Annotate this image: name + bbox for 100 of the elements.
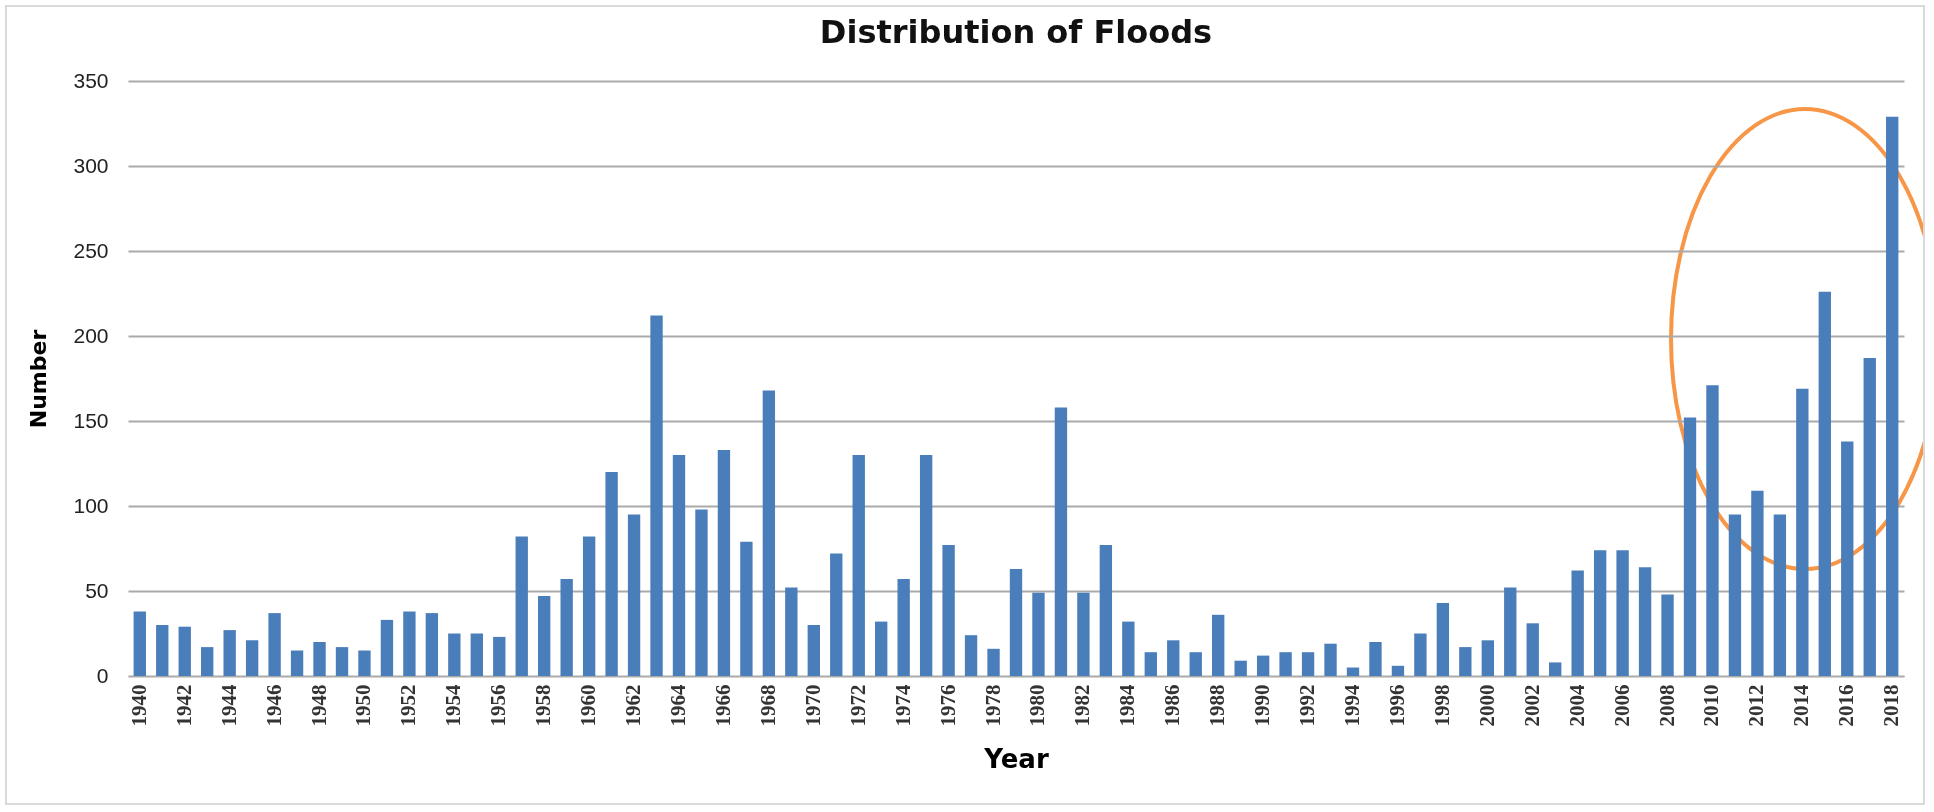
bar	[1728, 514, 1742, 676]
bar	[380, 619, 394, 676]
x-tick-label: 2010	[1699, 684, 1724, 727]
y-axis-title: Number	[26, 329, 52, 429]
bar	[1459, 647, 1472, 676]
bar	[1571, 570, 1584, 676]
x-tick-label: 1994	[1340, 684, 1364, 727]
bar	[1167, 640, 1180, 676]
x-tick-label: 1976	[935, 684, 960, 727]
bar	[875, 621, 888, 676]
bar	[1212, 614, 1225, 676]
bar	[785, 587, 798, 676]
bar	[268, 613, 281, 676]
y-tick-label: 350	[73, 68, 109, 92]
x-tick-label: 1996	[1384, 684, 1409, 727]
y-tick-label: 250	[73, 238, 109, 262]
bar	[1189, 652, 1202, 676]
bar	[1863, 358, 1876, 676]
y-tick-label: 300	[73, 153, 109, 177]
bar	[178, 626, 191, 676]
bar	[1279, 652, 1292, 676]
x-tick-label: 2012	[1744, 684, 1769, 727]
x-tick-label: 1990	[1250, 684, 1275, 727]
bar	[1301, 652, 1315, 676]
bar	[1054, 407, 1068, 676]
bar	[1504, 587, 1517, 676]
bar	[1796, 388, 1809, 676]
bar	[964, 635, 978, 676]
bar	[740, 541, 753, 676]
x-tick-label: 1974	[890, 684, 915, 727]
bar	[1706, 385, 1719, 676]
x-tick-label: 1954	[441, 684, 466, 727]
bar	[1391, 665, 1405, 676]
x-tick-label: 1946	[261, 684, 286, 727]
x-tick-label: 1948	[306, 684, 331, 727]
bar	[560, 579, 573, 676]
x-tick-label: 2018	[1879, 684, 1904, 727]
x-tick-label: 1984	[1115, 684, 1140, 727]
bar	[897, 579, 910, 676]
bar	[942, 545, 955, 676]
bar	[425, 613, 439, 676]
bar	[1346, 667, 1360, 676]
bar	[1886, 116, 1899, 676]
x-tick-label: 1992	[1295, 684, 1320, 727]
bar	[762, 390, 776, 676]
bar	[1661, 594, 1674, 676]
bar	[695, 509, 708, 676]
y-tick-label: 0	[96, 663, 109, 687]
x-tick-label: 1958	[531, 684, 556, 727]
x-tick-label: 1982	[1070, 684, 1095, 727]
y-tick-label: 50	[85, 578, 109, 602]
bar	[987, 648, 1000, 676]
x-tick-label: 1978	[980, 684, 1005, 727]
y-tick-label: 150	[73, 408, 109, 432]
bar	[403, 611, 416, 676]
bar	[1549, 662, 1562, 676]
bar	[201, 647, 214, 676]
bar	[852, 455, 865, 676]
bar	[1256, 655, 1270, 676]
x-tick-label: 2008	[1654, 684, 1679, 727]
x-tick-label: 1940	[126, 684, 151, 727]
bar	[448, 633, 461, 676]
bar	[223, 630, 236, 676]
x-tick-label: 2002	[1519, 684, 1544, 727]
bar	[1841, 441, 1854, 676]
bar	[1144, 652, 1157, 676]
bar	[515, 536, 528, 676]
x-tick-label: 1988	[1205, 684, 1230, 727]
x-tick-label: 1998	[1429, 684, 1454, 727]
bar	[627, 514, 641, 676]
bar	[1099, 545, 1113, 676]
x-tick-label: 2016	[1834, 684, 1859, 727]
bar	[1818, 291, 1831, 676]
bar	[1683, 417, 1697, 676]
bar	[335, 647, 349, 676]
bar	[1122, 621, 1135, 676]
y-tick-label: 100	[73, 493, 109, 517]
bar	[133, 611, 146, 676]
x-tick-label: 1942	[171, 684, 196, 727]
bar	[156, 625, 169, 676]
bar	[1481, 640, 1494, 676]
bar	[1436, 602, 1450, 676]
x-tick-label: 2006	[1609, 684, 1634, 727]
bar	[313, 642, 326, 676]
bar	[1526, 623, 1539, 676]
bar	[470, 633, 483, 676]
y-tick-label: 200	[73, 323, 109, 347]
bar	[1324, 643, 1337, 676]
bar	[1616, 550, 1629, 676]
chart-title: Distribution of Floods	[819, 13, 1213, 51]
x-tick-label: 1966	[710, 684, 735, 727]
bar	[1593, 550, 1607, 676]
x-tick-label: 1950	[351, 684, 376, 727]
bar	[1414, 633, 1427, 676]
bar	[1638, 567, 1652, 676]
x-tick-label: 1972	[845, 684, 870, 727]
x-tick-label: 1964	[666, 684, 690, 727]
x-tick-label: 2004	[1564, 684, 1589, 727]
x-tick-label: 1980	[1025, 684, 1050, 727]
bar	[1773, 514, 1787, 676]
